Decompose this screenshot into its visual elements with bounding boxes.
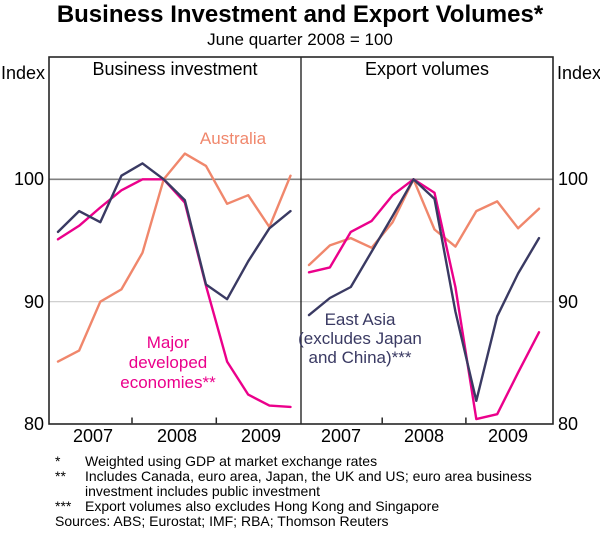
y-tick-100-left: 100	[13, 169, 44, 189]
axes	[48, 56, 554, 425]
x-tick-2009-left: 2009	[240, 426, 282, 446]
series-label-line: Major	[146, 333, 190, 352]
y-tick-90-left: 90	[23, 292, 44, 312]
footnote-marker: *	[55, 453, 61, 469]
footnote-item: ** Includes Canada, euro area, Japan, th…	[55, 469, 590, 499]
series-line	[56, 152, 292, 363]
sources-line: Sources: ABS; Eurostat; IMF; RBA; Thomso…	[55, 513, 389, 529]
footnote-text: Weighted using GDP at market exchange ra…	[85, 453, 378, 469]
series-label-major-developed-economies: Major developed economies**	[98, 333, 238, 393]
footnote-marker: ***	[55, 498, 72, 514]
panel-title-export-volumes: Export volumes	[364, 59, 490, 79]
footnotes: * Weighted using GDP at market exchange …	[55, 454, 590, 529]
y-tick-80-left: 80	[23, 414, 44, 434]
footnote-item: * Weighted using GDP at market exchange …	[55, 454, 590, 469]
chart-title: Business Investment and Export Volumes*	[56, 1, 544, 28]
series-label-line: East Asia	[324, 310, 396, 329]
y-tick-100-right: 100	[558, 169, 589, 189]
footnote-text: Export volumes also excludes Hong Kong a…	[85, 498, 440, 514]
y-tick-90-right: 90	[558, 292, 579, 312]
y-tick-80-right: 80	[558, 414, 579, 434]
series-label-line: developed	[128, 353, 208, 372]
x-tick-2007-left: 2007	[72, 426, 114, 446]
series-line	[307, 178, 541, 421]
chart-subtitle: June quarter 2008 = 100	[207, 30, 393, 49]
y-axis-unit-right: Index	[557, 63, 600, 83]
series-label-line: (excludes Japan	[298, 329, 422, 348]
footnote-text: Includes Canada, euro area, Japan, the U…	[85, 468, 532, 499]
series-label-line: economies**	[120, 373, 216, 392]
series-label-australia: Australia	[199, 129, 267, 148]
x-tick-2009-right: 2009	[487, 426, 529, 446]
panel-title-business-investment: Business investment	[92, 59, 258, 79]
footnote-marker: **	[55, 468, 66, 484]
x-tick-2008-right: 2008	[403, 426, 445, 446]
series-line	[307, 178, 541, 402]
series-line	[307, 178, 541, 267]
x-tick-2007-right: 2007	[320, 426, 362, 446]
series-label-line: and China)***	[308, 348, 412, 367]
x-tick-2008-left: 2008	[156, 426, 198, 446]
series-lines	[56, 152, 541, 421]
series-line	[56, 162, 292, 301]
y-axis-unit-left: Index	[0, 63, 45, 83]
series-label-east-asia: East Asia (excludes Japan and China)***	[288, 310, 432, 367]
footnote-item: *** Export volumes also excludes Hong Ko…	[55, 499, 590, 514]
